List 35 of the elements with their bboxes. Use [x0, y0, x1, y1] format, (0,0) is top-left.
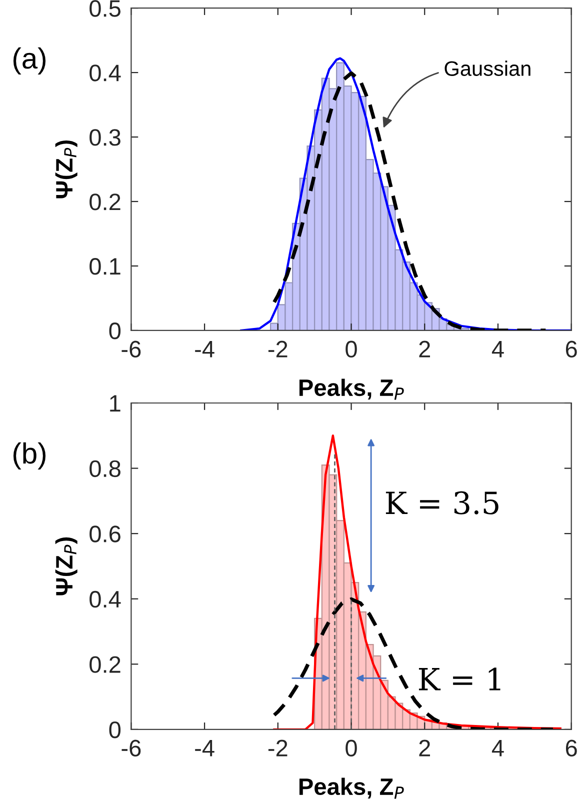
x-tick-label: 4	[492, 341, 504, 358]
y-tick-label: 0	[109, 722, 121, 738]
x-tick-label: -6	[122, 740, 141, 756]
x-axis-title: Peaks, Z$_{P}$	[299, 778, 404, 799]
y-tick-label: 0.8	[90, 460, 120, 478]
y-tick-label: 0	[109, 322, 121, 340]
x-tick-label: 6	[566, 740, 577, 756]
x-tick-label: 0	[346, 340, 357, 358]
x-tick-label: 4	[492, 740, 504, 756]
y-axis-title: Ψ(Z$_{P}$)	[55, 537, 78, 596]
y-tick-label: 0.5	[90, 0, 120, 17]
x-tick-label: 6	[566, 340, 577, 358]
x-tick-label: -2	[268, 340, 288, 358]
x-tick-label: -4	[195, 341, 214, 358]
x-tick-label: -6	[122, 340, 141, 358]
annotation: K = 1	[418, 668, 500, 690]
annotation: Gaussian	[444, 60, 530, 76]
text: (a)	[13, 47, 46, 75]
x-tick-label: 2	[419, 340, 430, 358]
x-axis-title: Peaks, Z$_{P}$	[299, 378, 404, 400]
x-tick-label: 0	[346, 740, 357, 756]
x-tick-label: 2	[419, 740, 430, 756]
y-tick-label: 0.1	[90, 258, 120, 275]
x-tick-label: -4	[195, 740, 214, 756]
y-tick-label: 0.4	[90, 590, 121, 608]
text: (b)	[13, 442, 46, 470]
y-axis-title: Ψ(Z$_{P}$)	[55, 140, 78, 198]
annotation: K = 3.5	[386, 491, 498, 514]
y-tick-label: 1	[110, 395, 120, 412]
y-tick-label: 0.4	[90, 64, 121, 82]
y-tick-label: 0.3	[90, 129, 120, 146]
y-tick-label: 0.2	[90, 656, 120, 673]
x-tick-label: -2	[268, 740, 288, 756]
y-tick-label: 0.6	[90, 526, 120, 542]
y-tick-label: 0.2	[90, 194, 120, 210]
